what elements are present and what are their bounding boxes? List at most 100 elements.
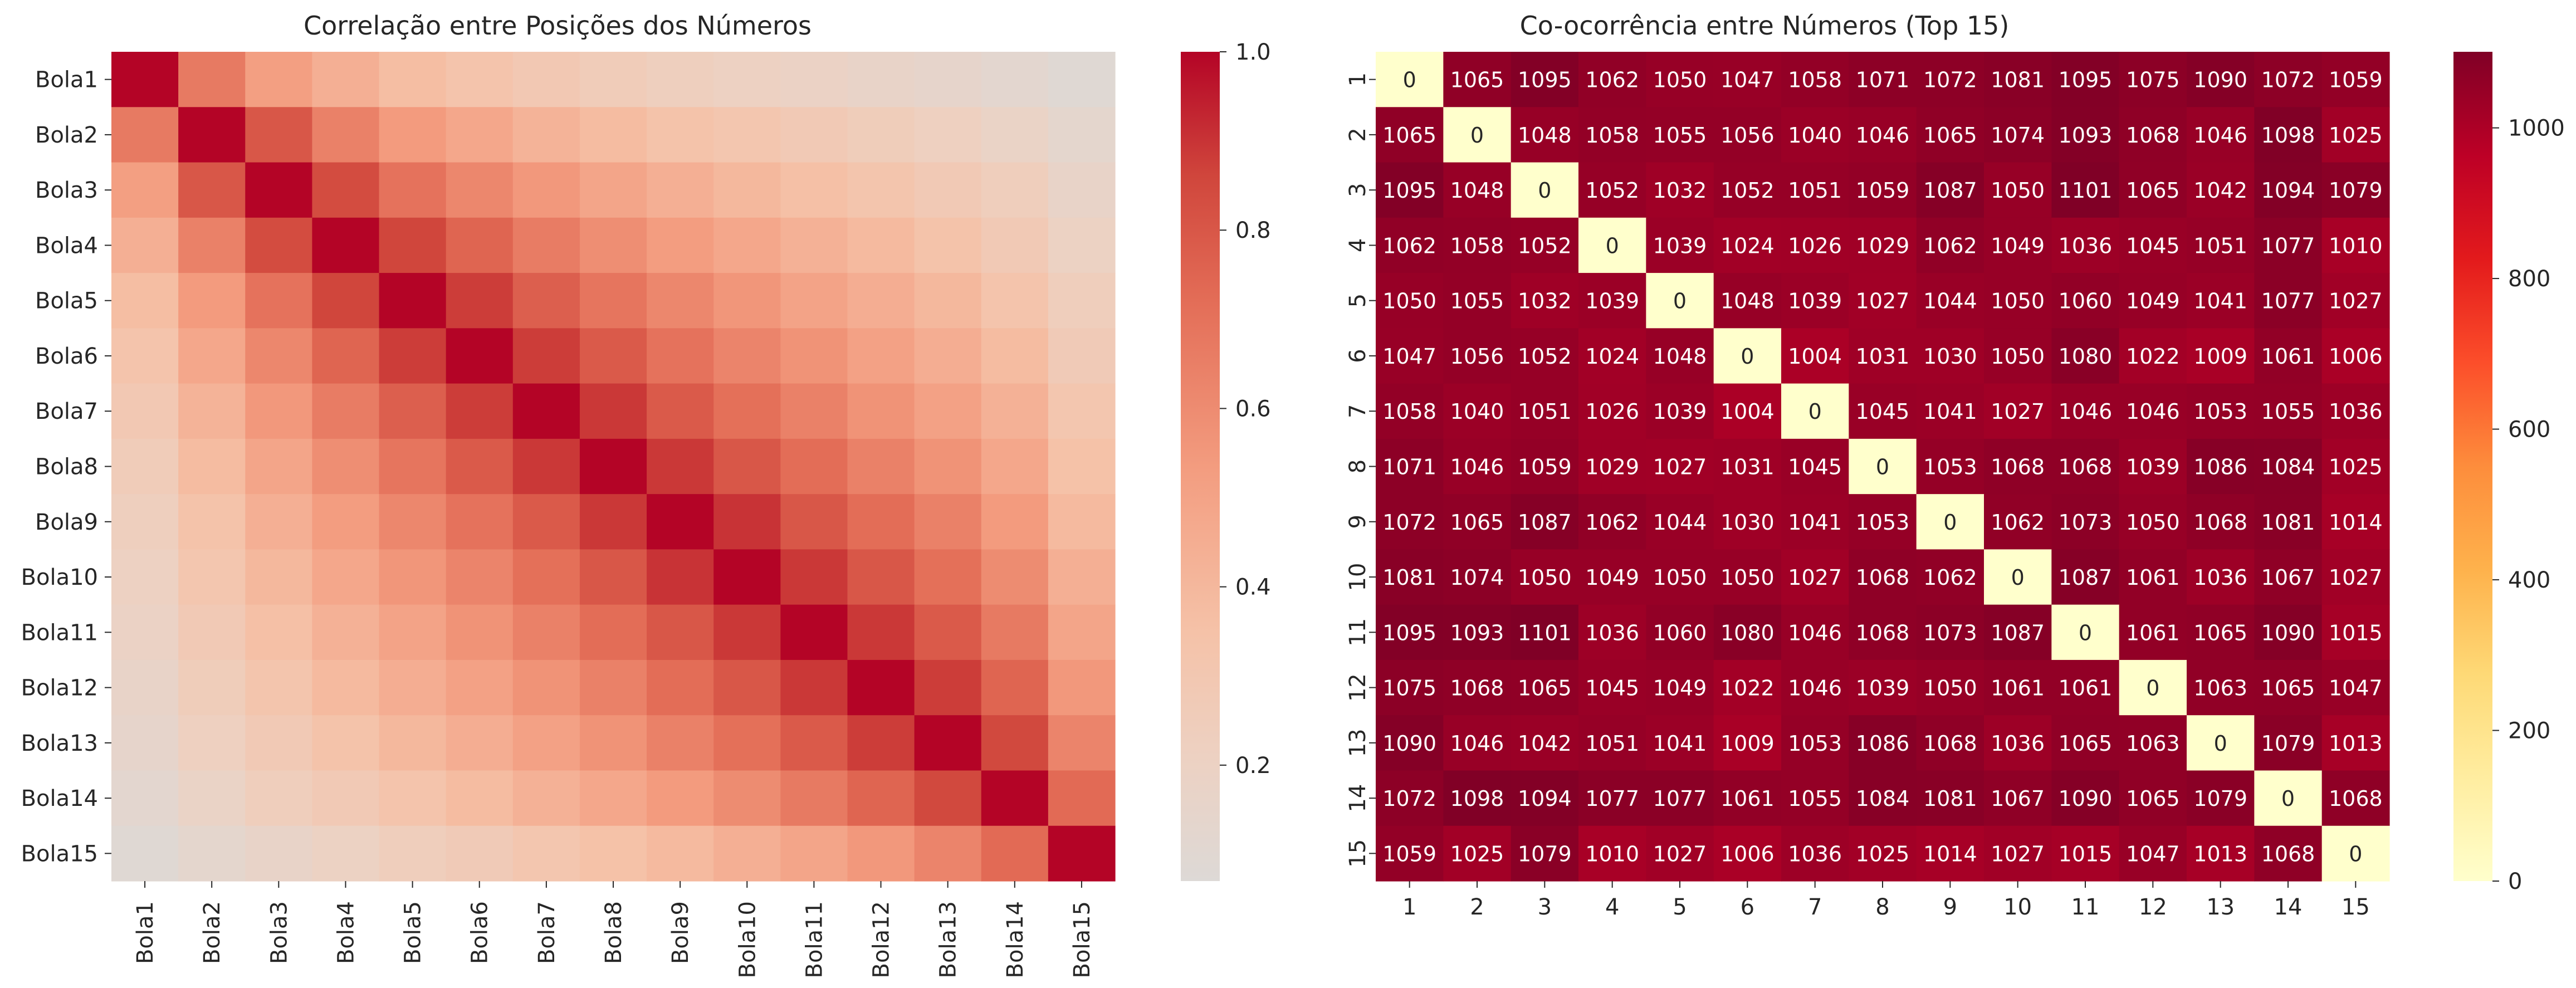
- heatmap-cell: [914, 549, 982, 605]
- cell-value-label: 1052: [1518, 344, 1572, 369]
- heatmap-cell: [713, 273, 781, 329]
- heatmap-cell: [446, 162, 514, 218]
- cell-value-label: 1025: [1450, 842, 1504, 866]
- heatmap-cell: [1984, 604, 2052, 661]
- cell-value-label: 1061: [2059, 676, 2113, 701]
- heatmap-cell: [1984, 273, 2052, 329]
- heatmap-cell: [1849, 52, 1917, 107]
- heatmap-cell: [1646, 383, 1714, 439]
- colorbar-tick-label: 1000: [2508, 116, 2565, 141]
- heatmap-cell: [245, 328, 312, 384]
- heatmap-cell: [1511, 107, 1579, 163]
- heatmap-cell: [111, 52, 179, 107]
- heatmap-cell: [446, 715, 514, 771]
- cell-value-label: 1027: [1653, 455, 1707, 480]
- cell-value-label: 1039: [1653, 233, 1707, 258]
- heatmap-cell: [2254, 715, 2323, 771]
- x-tick-label: Bola11: [801, 901, 827, 978]
- y-tick-label: Bola3: [35, 178, 98, 203]
- heatmap-cell: [1849, 770, 1917, 826]
- cell-value-label: 1046: [2193, 123, 2247, 148]
- heatmap-cell: [1376, 217, 1444, 273]
- cell-value-label: 1067: [1991, 786, 2045, 811]
- cell-value-label: 1047: [1720, 68, 1775, 92]
- cell-value-label: 1068: [1991, 455, 2045, 480]
- heatmap-cell: [1048, 383, 1116, 439]
- heatmap-cell: [1376, 659, 1444, 716]
- cell-value-label: 1045: [1856, 399, 1910, 424]
- cell-value-label: 1086: [2193, 455, 2247, 480]
- y-tick-label: Bola7: [35, 399, 98, 424]
- heatmap-cell: [914, 494, 982, 550]
- heatmap-cell: [1781, 217, 1849, 273]
- heatmap-cell: [111, 438, 179, 495]
- heatmap-cell: [1376, 162, 1444, 218]
- x-tick-label: Bola15: [1069, 901, 1095, 978]
- heatmap-cell: [312, 383, 380, 439]
- cell-value-label: 1065: [2126, 178, 2180, 203]
- heatmap-cell: [780, 217, 848, 273]
- heatmap-cell: [446, 770, 514, 826]
- cell-value-label: 1062: [1991, 510, 2045, 535]
- heatmap-cell: [446, 604, 514, 661]
- heatmap-cell: [1916, 273, 1984, 329]
- heatmap-cell: [1781, 549, 1849, 605]
- cell-value-label: 1080: [2059, 344, 2113, 369]
- cell-value-label: 1050: [1991, 178, 2045, 203]
- heatmap-cell: [379, 715, 447, 771]
- heatmap-cell: [1916, 107, 1984, 163]
- heatmap-cell: [1849, 162, 1917, 218]
- heatmap-cell: [579, 604, 647, 661]
- heatmap-cell: [512, 162, 580, 218]
- y-tick-label: 12: [1345, 673, 1371, 702]
- colorbar-tick-label: 0.4: [1235, 575, 1271, 600]
- x-tick-label: Bola10: [735, 901, 760, 978]
- heatmap-cell: [579, 825, 647, 882]
- cell-value-label: 1014: [1923, 842, 1977, 866]
- heatmap-cell: [178, 825, 246, 882]
- cell-value-label: 0: [2146, 676, 2159, 701]
- heatmap-cell: [780, 715, 848, 771]
- cell-value-label: 1050: [1991, 344, 2045, 369]
- heatmap-cell: [245, 770, 312, 826]
- heatmap-cell: [2119, 549, 2187, 605]
- heatmap-cell: [1849, 383, 1917, 439]
- heatmap-cell: [1646, 604, 1714, 661]
- heatmap-cell: [2321, 438, 2390, 495]
- y-tick-label: Bola5: [35, 288, 98, 314]
- heatmap-cell: [379, 383, 447, 439]
- heatmap-cell: [647, 604, 714, 661]
- heatmap-cell: [914, 383, 982, 439]
- cell-value-label: 1040: [1450, 399, 1504, 424]
- heatmap-cell: [713, 770, 781, 826]
- cell-value-label: 1073: [1923, 620, 1977, 645]
- heatmap-cell: [512, 549, 580, 605]
- heatmap-cell: [312, 52, 380, 107]
- cell-value-label: 1010: [2329, 233, 2383, 258]
- cell-value-label: 1027: [1653, 842, 1707, 866]
- heatmap-cell: [1048, 217, 1116, 273]
- heatmap-cell: [647, 217, 714, 273]
- colorbar-tick-label: 1.0: [1235, 40, 1271, 65]
- heatmap-cell: [780, 494, 848, 550]
- heatmap-cell: [1984, 107, 2052, 163]
- heatmap-cell: [2051, 825, 2120, 882]
- cell-value-label: 1041: [1788, 510, 1842, 535]
- cell-value-label: 1046: [1450, 731, 1504, 756]
- heatmap-cell: [2119, 217, 2187, 273]
- cell-value-label: 1065: [1923, 123, 1977, 148]
- heatmap-cell: [178, 162, 246, 218]
- cell-value-label: 1095: [1518, 68, 1572, 92]
- heatmap-cell: [1984, 659, 2052, 716]
- heatmap-cell: [2254, 273, 2323, 329]
- heatmap-cell: [847, 162, 915, 218]
- heatmap-cell: [847, 438, 915, 495]
- cell-value-label: 1058: [1382, 399, 1436, 424]
- heatmap-cell: [1578, 770, 1646, 826]
- cell-value-label: 1079: [2261, 731, 2315, 756]
- cell-value-label: 1052: [1720, 178, 1775, 203]
- cooccurrence-heatmap: Co-ocorrência entre Números (Top 15) 0 10…: [1345, 11, 2565, 920]
- heatmap-cell: [2187, 715, 2255, 771]
- y-tick-label: Bola8: [35, 454, 98, 480]
